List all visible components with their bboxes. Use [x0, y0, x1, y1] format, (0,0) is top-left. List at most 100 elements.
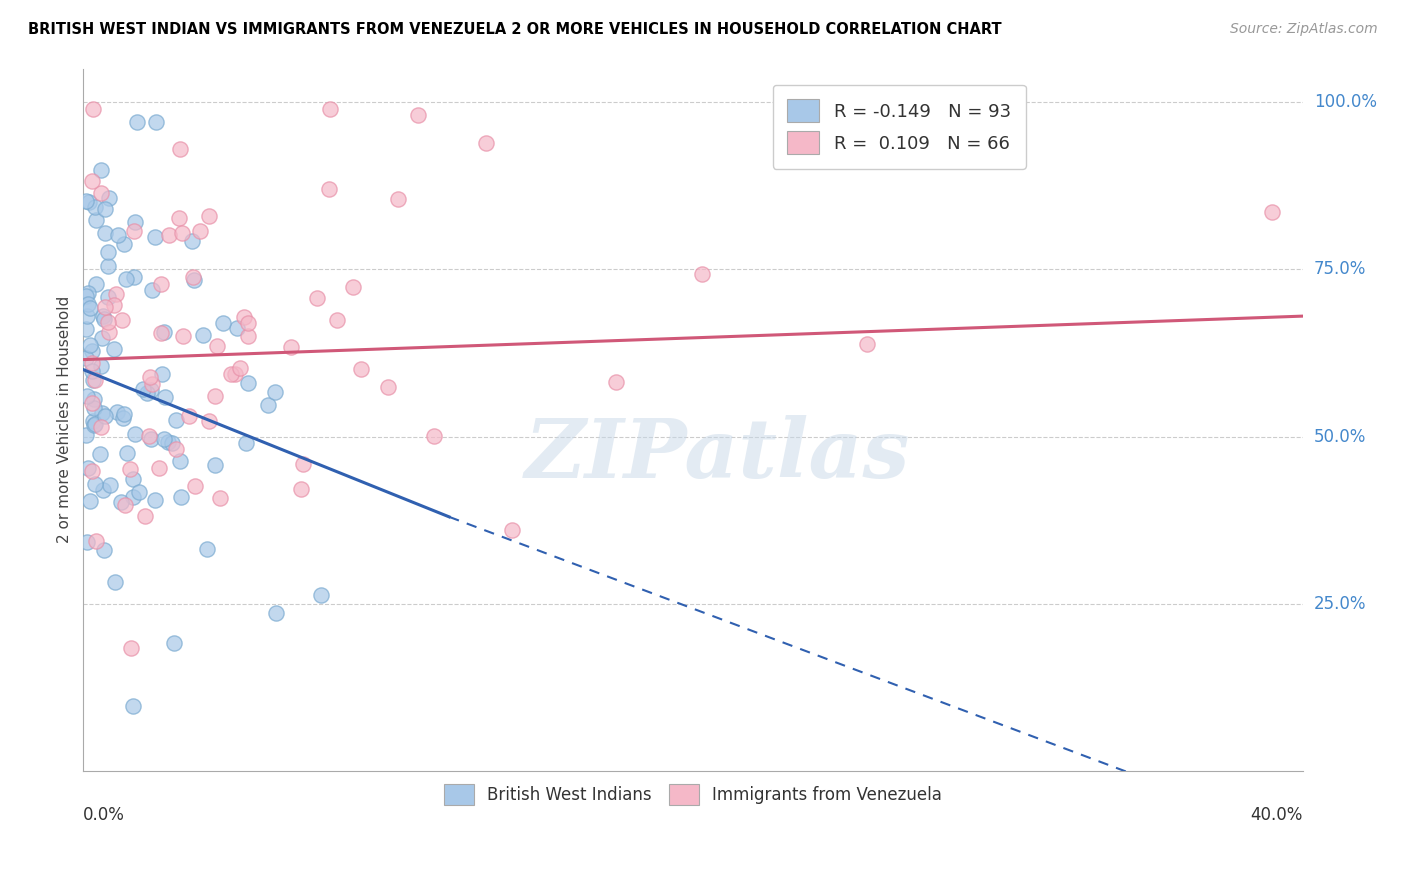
Point — [204, 389, 226, 403]
Point — [169, 454, 191, 468]
Point — [82, 414, 104, 428]
Text: BRITISH WEST INDIAN VS IMMIGRANTS FROM VENEZUELA 2 OR MORE VEHICLES IN HOUSEHOLD: BRITISH WEST INDIAN VS IMMIGRANTS FROM V… — [28, 22, 1001, 37]
Point — [307, 291, 329, 305]
Point — [82, 356, 104, 370]
Point — [79, 301, 101, 316]
Point — [406, 108, 429, 122]
Point — [423, 429, 446, 443]
Point — [107, 227, 129, 242]
Point — [238, 328, 260, 343]
Point — [167, 211, 190, 226]
Point — [75, 289, 97, 303]
Point — [290, 483, 312, 497]
Point — [93, 311, 115, 326]
Point — [82, 395, 104, 409]
Point — [138, 429, 160, 443]
Point — [177, 409, 200, 424]
Point — [90, 419, 112, 434]
Text: Source: ZipAtlas.com: Source: ZipAtlas.com — [1230, 22, 1378, 37]
Point — [191, 327, 214, 342]
Point — [149, 277, 172, 291]
Point — [160, 436, 183, 450]
Point — [169, 142, 191, 156]
Point — [326, 313, 349, 327]
Point — [82, 465, 104, 479]
Point — [856, 336, 879, 351]
Point — [84, 200, 107, 214]
Point — [172, 328, 194, 343]
Point — [188, 224, 211, 238]
Point — [77, 195, 100, 210]
Point — [93, 542, 115, 557]
Point — [76, 297, 98, 311]
Point — [122, 270, 145, 285]
Point — [97, 244, 120, 259]
Point — [219, 368, 242, 382]
Point — [387, 193, 409, 207]
Point — [83, 392, 105, 406]
Point — [165, 412, 187, 426]
Point — [121, 698, 143, 713]
Point — [105, 404, 128, 418]
Point — [114, 498, 136, 512]
Point — [84, 476, 107, 491]
Point — [77, 461, 100, 475]
Point — [280, 340, 302, 354]
Point — [110, 494, 132, 508]
Point — [150, 368, 173, 382]
Point — [197, 209, 219, 223]
Point — [318, 182, 340, 196]
Point — [134, 509, 156, 524]
Point — [236, 316, 259, 330]
Text: 0.0%: 0.0% — [83, 806, 125, 824]
Point — [84, 213, 107, 227]
Point — [79, 337, 101, 351]
Point — [143, 492, 166, 507]
Point — [148, 461, 170, 475]
Point — [75, 194, 97, 209]
Point — [91, 483, 114, 497]
Point — [170, 490, 193, 504]
Point — [257, 398, 280, 412]
Point — [80, 344, 103, 359]
Point — [76, 310, 98, 324]
Point — [153, 325, 176, 339]
Point — [97, 315, 120, 329]
Point — [104, 286, 127, 301]
Point — [181, 235, 204, 249]
Point — [75, 351, 97, 366]
Point — [112, 407, 135, 421]
Point — [115, 446, 138, 460]
Point — [76, 285, 98, 300]
Point — [183, 478, 205, 492]
Point — [143, 229, 166, 244]
Text: 25.0%: 25.0% — [1315, 595, 1367, 613]
Point — [198, 414, 221, 428]
Point — [212, 316, 235, 330]
Point — [94, 409, 117, 423]
Point — [229, 361, 252, 376]
Point — [291, 458, 314, 472]
Point — [153, 432, 176, 446]
Point — [122, 473, 145, 487]
Point — [125, 115, 148, 129]
Point — [204, 458, 226, 472]
Point — [350, 362, 373, 376]
Point — [195, 541, 218, 556]
Point — [103, 342, 125, 356]
Point — [90, 186, 112, 201]
Point — [120, 641, 142, 656]
Point — [75, 428, 97, 442]
Point — [97, 290, 120, 304]
Point — [91, 406, 114, 420]
Point — [103, 298, 125, 312]
Text: 40.0%: 40.0% — [1250, 806, 1303, 824]
Point — [98, 191, 121, 205]
Point — [163, 636, 186, 650]
Point — [141, 283, 163, 297]
Point — [165, 442, 187, 457]
Point — [112, 236, 135, 251]
Point — [150, 326, 173, 340]
Point — [183, 270, 205, 285]
Point — [76, 389, 98, 403]
